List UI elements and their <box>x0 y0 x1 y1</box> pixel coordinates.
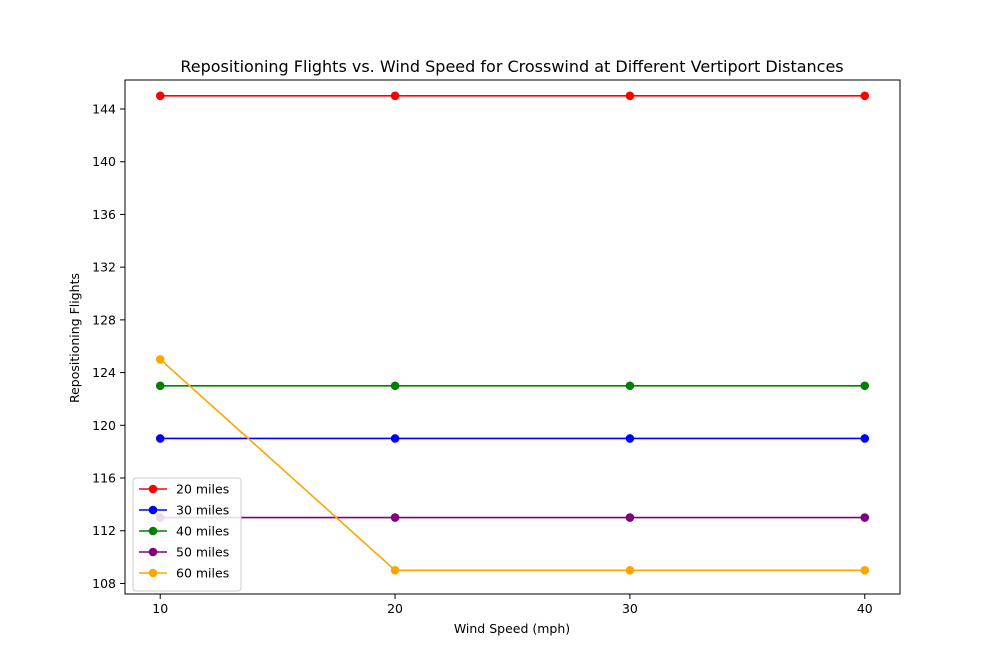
data-point <box>625 513 635 522</box>
data-point <box>860 434 870 443</box>
x-tick-label: 30 <box>622 601 638 616</box>
y-tick-label: 108 <box>92 576 116 591</box>
y-tick-label: 128 <box>92 312 116 327</box>
series-3 <box>155 381 870 391</box>
data-point <box>860 381 870 391</box>
series-layer <box>155 91 870 575</box>
data-point <box>625 565 635 575</box>
data-point <box>155 91 165 101</box>
legend-item: 50 miles <box>139 545 229 560</box>
x-axis-label: Wind Speed (mph) <box>454 621 570 636</box>
data-point <box>860 565 870 575</box>
x-axis: 10 20 30 40 <box>152 594 873 616</box>
series-4 <box>155 513 870 522</box>
y-tick-label: 112 <box>92 523 116 538</box>
x-tick-label: 20 <box>387 601 403 616</box>
series-line <box>159 358 865 572</box>
data-point <box>860 513 870 522</box>
legend: 20 miles 30 miles 40 miles 50 miles 60 miles <box>132 477 242 592</box>
legend-label: 20 miles <box>176 482 229 497</box>
y-tick-label: 116 <box>92 471 116 486</box>
legend-item: 20 miles <box>139 482 229 497</box>
data-point <box>390 381 400 391</box>
data-point <box>625 434 635 443</box>
y-tick-label: 132 <box>92 260 116 275</box>
series-5 <box>155 355 870 575</box>
plot-area <box>124 79 901 595</box>
legend-item: 30 miles <box>139 503 229 518</box>
data-point <box>390 565 400 575</box>
legend-swatch-marker <box>148 547 158 557</box>
data-point <box>625 381 635 391</box>
plot-frame <box>124 79 901 595</box>
data-point <box>625 91 635 101</box>
y-axis: 108 112 116 120 124 128 132 136 140 144 <box>92 101 125 591</box>
y-tick-label: 124 <box>92 365 116 380</box>
legend-item: 40 miles <box>139 524 229 539</box>
data-point <box>860 91 870 101</box>
x-tick-label: 10 <box>152 601 168 616</box>
y-axis-label: Repositioning Flights <box>67 273 82 403</box>
data-point <box>155 355 165 364</box>
y-tick-label: 144 <box>92 101 116 116</box>
data-point <box>390 513 400 522</box>
series-1 <box>155 91 870 101</box>
y-tick-label: 120 <box>92 418 116 433</box>
x-tick-label: 40 <box>857 601 873 616</box>
legend-label: 50 miles <box>176 545 229 560</box>
legend-swatch-marker <box>148 568 158 578</box>
data-point <box>390 434 400 443</box>
data-point <box>155 434 165 443</box>
legend-swatch-marker <box>148 505 158 515</box>
legend-label: 40 miles <box>176 524 229 539</box>
legend-item: 60 miles <box>139 566 229 581</box>
y-tick-label: 136 <box>92 207 116 222</box>
legend-box <box>132 477 242 592</box>
chart-title: Repositioning Flights vs. Wind Speed for… <box>180 57 843 76</box>
data-point <box>390 91 400 101</box>
data-point <box>155 381 165 391</box>
series-2 <box>155 434 870 443</box>
y-tick-label: 140 <box>92 154 116 169</box>
legend-swatch-marker <box>148 484 158 494</box>
legend-swatch-marker <box>148 526 158 536</box>
legend-label: 30 miles <box>176 503 229 518</box>
legend-label: 60 miles <box>176 566 229 581</box>
